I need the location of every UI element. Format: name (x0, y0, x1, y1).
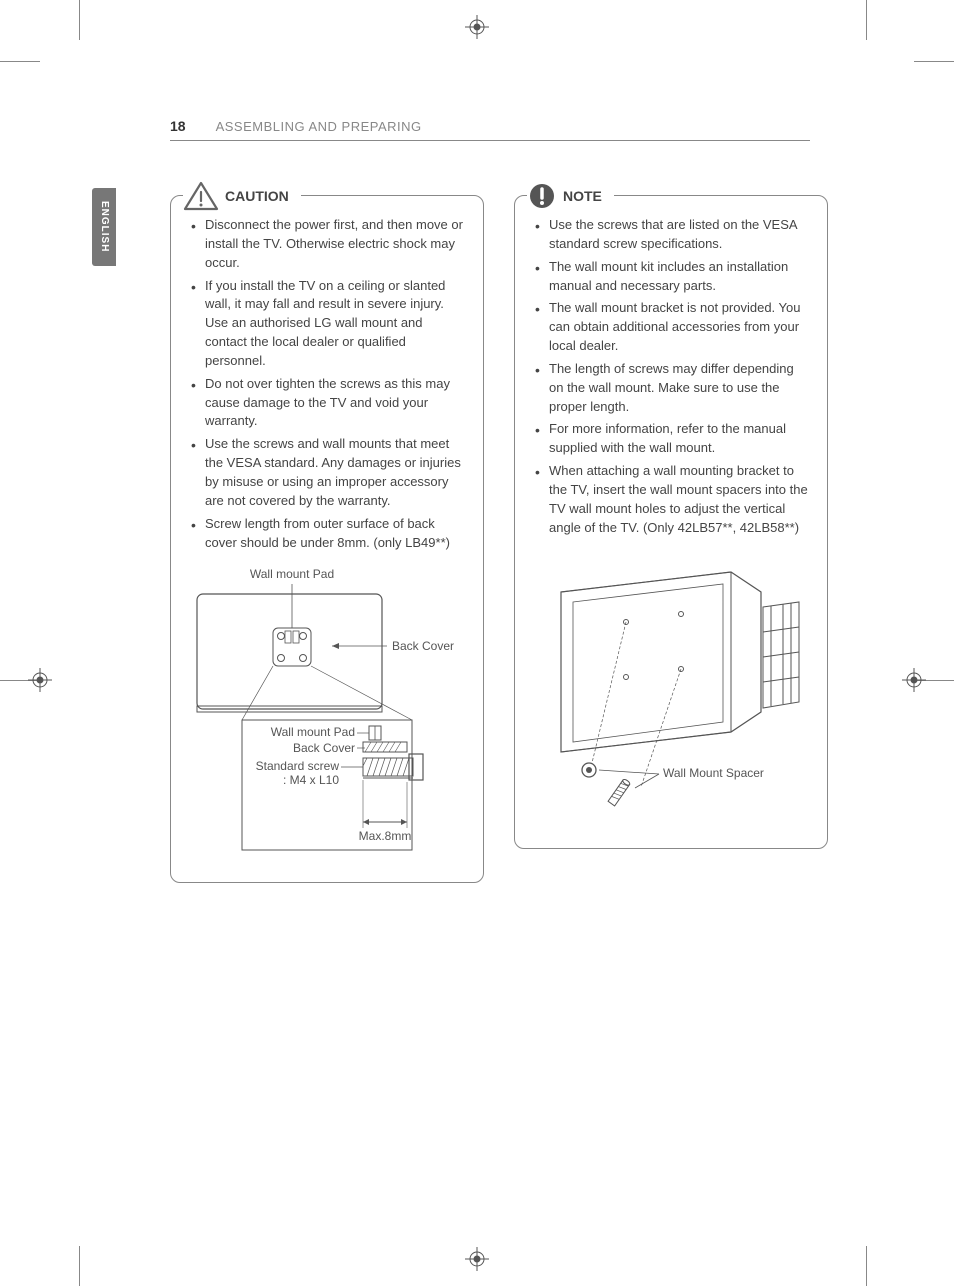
diagram-label: Back Cover (293, 741, 355, 755)
crop-mark (79, 0, 80, 40)
diagram-label: Standard screw (256, 759, 340, 773)
crop-mark (79, 1246, 80, 1286)
list-item: The length of screws may differ dependin… (531, 360, 811, 417)
page-content: 18 ASSEMBLING AND PREPARING CAUTION Disc… (170, 118, 810, 883)
caution-icon (183, 181, 219, 211)
registration-mark-icon (28, 668, 52, 692)
list-item: When attaching a wall mounting bracket t… (531, 462, 811, 537)
note-title: NOTE (563, 188, 606, 204)
diagram-label: Wall mount Pad (250, 567, 334, 581)
note-diagram: Wall Mount Spacer (531, 552, 811, 832)
list-item: Disconnect the power first, and then mov… (187, 216, 467, 273)
section-title: ASSEMBLING AND PREPARING (216, 119, 422, 134)
list-item: Use the screws and wall mounts that meet… (187, 435, 467, 510)
crop-mark (914, 61, 954, 62)
list-item: For more information, refer to the manua… (531, 420, 811, 458)
list-item: If you install the TV on a ceiling or sl… (187, 277, 467, 371)
page-header: 18 ASSEMBLING AND PREPARING (170, 118, 810, 141)
crop-mark (866, 1246, 867, 1286)
diagram-label: Back Cover (392, 639, 454, 653)
registration-mark-icon (465, 15, 489, 39)
list-item: Use the screws that are listed on the VE… (531, 216, 811, 254)
registration-mark-icon (902, 668, 926, 692)
diagram-label: Wall mount Pad (271, 725, 355, 739)
note-bullet-list: Use the screws that are listed on the VE… (531, 216, 811, 538)
note-icon (527, 181, 557, 211)
caution-title: CAUTION (225, 188, 293, 204)
diagram-label: Wall Mount Spacer (663, 766, 764, 780)
list-item: The wall mount bracket is not provided. … (531, 299, 811, 356)
note-box: NOTE Use the screws that are listed on t… (514, 195, 828, 849)
diagram-label: Max.8mm (359, 829, 412, 843)
note-header: NOTE (527, 182, 614, 210)
list-item: The wall mount kit includes an installat… (531, 258, 811, 296)
caution-box: CAUTION Disconnect the power first, and … (170, 195, 484, 883)
list-item: Do not over tighten the screws as this m… (187, 375, 467, 432)
crop-mark (866, 0, 867, 40)
caution-header: CAUTION (183, 182, 301, 210)
note-column: NOTE Use the screws that are listed on t… (514, 181, 828, 883)
crop-mark (0, 61, 40, 62)
registration-mark-icon (465, 1247, 489, 1271)
language-tab: ENGLISH (92, 188, 116, 266)
diagram-label: : M4 x L10 (283, 773, 339, 787)
caution-bullet-list: Disconnect the power first, and then mov… (187, 216, 467, 552)
caution-diagram: Wall mount Pad (187, 566, 467, 866)
page-number: 18 (170, 118, 186, 134)
caution-column: CAUTION Disconnect the power first, and … (170, 181, 484, 883)
list-item: Screw length from outer surface of back … (187, 515, 467, 553)
